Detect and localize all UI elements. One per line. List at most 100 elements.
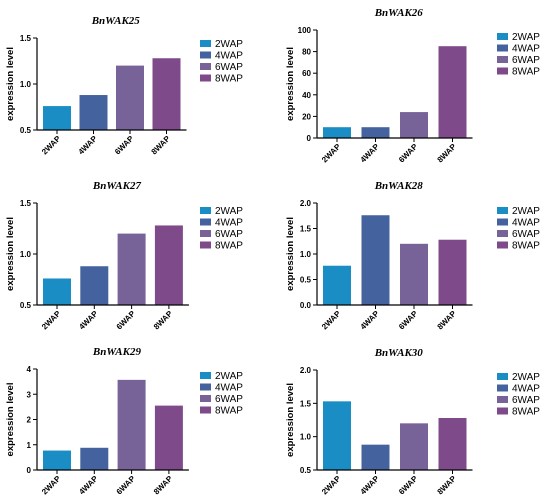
y-tick-label: 1.0 bbox=[300, 250, 312, 259]
y-tick-label: 1.0 bbox=[300, 433, 312, 442]
bar-4wap bbox=[79, 95, 108, 130]
legend-label: 2WAP bbox=[512, 206, 540, 217]
legend-swatch-4wap bbox=[200, 218, 211, 226]
legend-label: 4WAP bbox=[512, 44, 540, 55]
legend-label: 4WAP bbox=[512, 384, 540, 395]
y-tick-label: 1.0 bbox=[20, 80, 32, 89]
bar-8wap bbox=[154, 225, 183, 305]
y-tick-label: 1.5 bbox=[300, 225, 312, 234]
y-axis-title: expression level bbox=[5, 383, 16, 457]
bar-4wap bbox=[361, 215, 390, 305]
legend-swatch-4wap bbox=[497, 44, 508, 52]
x-tick-label: 2WAP bbox=[40, 474, 63, 497]
legend-label: 2WAP bbox=[215, 371, 243, 382]
bar-2wap bbox=[43, 106, 71, 130]
legend-swatch-6wap bbox=[200, 395, 211, 402]
y-axis-title: expression level bbox=[5, 47, 16, 121]
legend-swatch-8wap bbox=[200, 241, 211, 249]
legend-label: 4WAP bbox=[215, 51, 243, 62]
legend-label: 8WAP bbox=[512, 67, 540, 78]
x-tick-label: 4WAP bbox=[359, 474, 382, 497]
bar-2wap bbox=[43, 450, 71, 470]
y-tick-label: 0 bbox=[27, 466, 32, 475]
chart-title: BnWAK26 bbox=[374, 7, 424, 19]
legend-label: 6WAP bbox=[512, 229, 540, 240]
x-tick-label: 6WAP bbox=[115, 474, 138, 497]
chart-title: BnWAK30 bbox=[374, 347, 424, 359]
legend-swatch-2wap bbox=[200, 207, 211, 214]
x-tick-label: 8WAP bbox=[152, 474, 175, 497]
bar-4wap bbox=[361, 444, 390, 470]
legend-swatch-2wap bbox=[497, 33, 508, 40]
y-tick-label: 2.0 bbox=[300, 199, 312, 208]
bar-4wap bbox=[80, 266, 109, 305]
chart-title: BnWAK25 bbox=[91, 15, 141, 27]
y-tick-label: 0 bbox=[307, 134, 312, 143]
y-tick-label: 1.5 bbox=[20, 34, 32, 43]
x-tick-label: 8WAP bbox=[436, 474, 459, 497]
y-tick-label: 0.5 bbox=[300, 466, 312, 475]
x-tick-label: 2WAP bbox=[320, 309, 343, 332]
legend-label: 8WAP bbox=[512, 407, 540, 418]
y-tick-label: 4 bbox=[27, 365, 32, 374]
x-tick-label: 6WAP bbox=[397, 474, 420, 497]
x-tick-label: 8WAP bbox=[436, 309, 459, 332]
legend-swatch-2wap bbox=[200, 40, 211, 47]
legend-label: 6WAP bbox=[215, 62, 243, 73]
legend-label: 2WAP bbox=[512, 32, 540, 43]
x-tick-label: 4WAP bbox=[359, 309, 382, 332]
x-tick-label: 4WAP bbox=[77, 134, 100, 157]
bar-8wap bbox=[152, 58, 181, 130]
bar-6wap bbox=[117, 379, 146, 470]
legend-label: 6WAP bbox=[512, 55, 540, 66]
legend-label: 2WAP bbox=[512, 372, 540, 383]
legend-swatch-4wap bbox=[497, 218, 508, 226]
y-tick-label: 20 bbox=[302, 112, 311, 121]
bar-2wap bbox=[323, 127, 351, 138]
y-tick-label: 60 bbox=[302, 69, 311, 78]
bar-6wap bbox=[116, 65, 144, 130]
legend-label: 4WAP bbox=[215, 383, 243, 394]
y-tick-label: 80 bbox=[302, 48, 311, 57]
y-axis-title: expression level bbox=[285, 383, 296, 457]
x-tick-label: 4WAP bbox=[359, 142, 382, 165]
legend-swatch-8wap bbox=[497, 407, 508, 415]
legend-swatch-8wap bbox=[497, 241, 508, 249]
x-tick-label: 6WAP bbox=[113, 134, 136, 157]
x-tick-label: 8WAP bbox=[152, 309, 175, 332]
legend-label: 8WAP bbox=[215, 406, 243, 417]
y-tick-label: 0.5 bbox=[300, 276, 312, 285]
x-tick-label: 4WAP bbox=[77, 474, 100, 497]
x-tick-label: 6WAP bbox=[397, 309, 420, 332]
bar-6wap bbox=[400, 112, 428, 138]
y-tick-label: 40 bbox=[302, 91, 311, 100]
legend-swatch-4wap bbox=[200, 51, 211, 59]
legend-label: 6WAP bbox=[215, 394, 243, 405]
legend-swatch-6wap bbox=[497, 396, 508, 403]
bar-6wap bbox=[117, 233, 146, 305]
y-tick-label: 2 bbox=[27, 416, 32, 425]
legend-label: 2WAP bbox=[215, 39, 243, 50]
bar-8wap bbox=[438, 46, 467, 139]
y-tick-label: 0.5 bbox=[20, 126, 32, 135]
legend-swatch-6wap bbox=[497, 230, 508, 237]
y-tick-label: 1 bbox=[27, 441, 32, 450]
x-tick-label: 6WAP bbox=[115, 309, 138, 332]
y-tick-label: 1.0 bbox=[20, 250, 32, 259]
x-tick-label: 2WAP bbox=[40, 134, 63, 157]
y-axis-title: expression level bbox=[285, 47, 296, 121]
legend-swatch-4wap bbox=[200, 383, 211, 391]
x-tick-label: 2WAP bbox=[320, 474, 343, 497]
bar-8wap bbox=[438, 239, 467, 305]
bar-2wap bbox=[43, 278, 71, 305]
legend-swatch-8wap bbox=[200, 74, 211, 82]
